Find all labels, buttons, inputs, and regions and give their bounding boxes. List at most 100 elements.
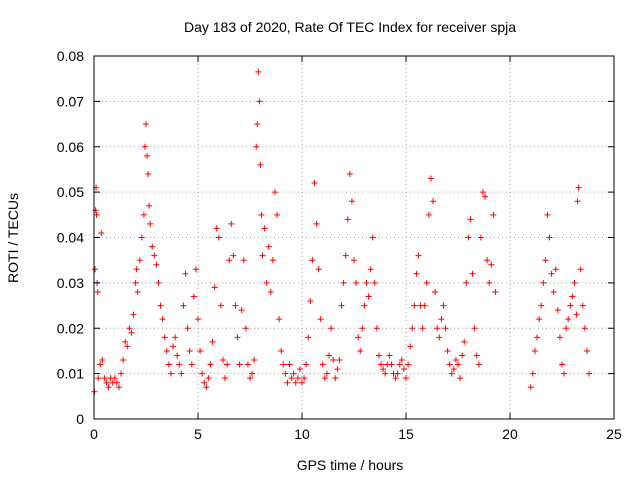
data-point <box>303 361 310 368</box>
data-point <box>405 361 412 368</box>
data-point <box>459 352 466 359</box>
data-point <box>201 379 208 386</box>
data-point <box>224 361 231 368</box>
data-point <box>263 279 270 286</box>
data-point <box>307 298 314 305</box>
data-point <box>149 243 156 250</box>
data-point <box>99 357 106 364</box>
data-point <box>477 234 484 241</box>
data-point <box>132 279 139 286</box>
data-point <box>346 170 353 177</box>
data-point <box>492 288 499 295</box>
data-point <box>174 352 181 359</box>
data-point <box>482 193 489 200</box>
data-point <box>244 361 251 368</box>
data-point <box>143 121 149 128</box>
data-point <box>190 293 197 300</box>
data-point <box>394 370 401 377</box>
data-point <box>136 257 143 264</box>
data-point <box>258 211 265 218</box>
data-point <box>134 288 141 295</box>
data-point <box>296 366 303 373</box>
y-axis-label: ROTI / TECUs <box>5 193 21 283</box>
data-point <box>334 366 341 373</box>
data-point <box>271 189 278 196</box>
data-point <box>548 270 555 277</box>
data-point <box>138 234 145 241</box>
data-point <box>556 334 563 341</box>
data-point <box>465 234 472 241</box>
data-point <box>573 311 580 318</box>
data-point <box>413 270 420 277</box>
y-tick-labels: 0 0.01 0.02 0.03 0.04 0.05 0.06 0.07 0.08 <box>57 48 84 427</box>
data-point <box>161 334 168 341</box>
data-point <box>257 161 264 168</box>
data-point <box>153 261 160 268</box>
data-point <box>234 334 241 341</box>
data-point <box>192 266 199 273</box>
data-point <box>199 370 206 377</box>
data-point <box>301 375 308 382</box>
data-point <box>274 211 281 218</box>
data-point <box>527 384 534 391</box>
data-point <box>205 375 212 382</box>
data-point <box>565 316 572 323</box>
x-tick-label: 20 <box>502 426 518 442</box>
data-point <box>579 302 586 309</box>
data-point <box>581 325 588 332</box>
data-point <box>186 347 193 354</box>
data-point <box>256 98 263 105</box>
data-points <box>91 68 593 395</box>
data-point <box>282 370 289 377</box>
data-point <box>434 325 441 332</box>
data-point <box>569 293 576 300</box>
data-point <box>240 257 247 264</box>
data-point <box>242 325 249 332</box>
data-point <box>432 288 439 295</box>
data-point <box>403 375 409 382</box>
data-point <box>475 361 482 368</box>
data-point <box>130 311 137 318</box>
axis-ticks <box>93 55 615 420</box>
data-point <box>197 347 204 354</box>
data-point <box>542 257 549 264</box>
data-point <box>124 343 131 350</box>
data-point <box>103 379 110 386</box>
data-point <box>359 325 366 332</box>
data-point <box>427 175 434 182</box>
data-point <box>461 338 468 345</box>
data-point <box>284 379 291 386</box>
data-point <box>255 68 262 75</box>
data-point <box>151 252 158 259</box>
y-tick-label: 0.07 <box>57 93 84 109</box>
grid-lines <box>94 56 614 419</box>
data-point <box>309 257 316 264</box>
data-point <box>254 121 261 128</box>
data-point <box>452 357 459 364</box>
data-point <box>288 375 295 382</box>
data-point <box>182 270 189 277</box>
data-point <box>97 361 104 368</box>
data-point <box>118 370 125 377</box>
data-point <box>363 279 370 286</box>
data-point <box>267 288 274 295</box>
data-point <box>409 325 416 332</box>
data-point <box>128 329 135 336</box>
data-point <box>98 229 105 236</box>
data-point <box>217 302 224 309</box>
data-point <box>563 325 570 332</box>
data-point <box>467 216 474 223</box>
data-point <box>144 152 151 159</box>
data-point <box>559 361 565 368</box>
data-point <box>425 211 432 218</box>
data-point <box>113 379 120 386</box>
data-point <box>419 325 426 332</box>
data-point <box>286 361 293 368</box>
data-point <box>259 252 266 259</box>
data-point <box>305 334 312 341</box>
data-point <box>490 211 497 218</box>
data-point <box>536 316 543 323</box>
data-point <box>253 143 260 150</box>
data-point <box>294 375 301 382</box>
data-point <box>440 302 447 309</box>
